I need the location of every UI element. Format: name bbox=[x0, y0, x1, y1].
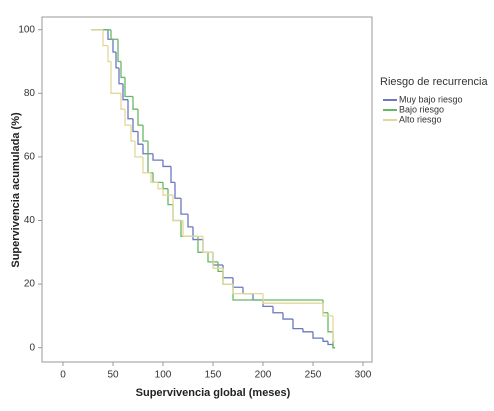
survival-step bbox=[187, 214, 193, 228]
survival-step bbox=[102, 29, 108, 47]
survival-step bbox=[167, 188, 173, 206]
x-tick-label: 50 bbox=[107, 370, 119, 381]
x-axis-label: Supervivencia global (meses) bbox=[136, 387, 291, 399]
survival-step bbox=[142, 144, 153, 155]
survival-step bbox=[142, 125, 148, 142]
survival-step bbox=[152, 153, 163, 161]
survival-step bbox=[115, 51, 119, 69]
survival-step bbox=[322, 338, 328, 342]
survival-step bbox=[262, 293, 323, 304]
survival-step bbox=[118, 67, 123, 85]
survival-step bbox=[170, 166, 175, 183]
survival-step bbox=[137, 109, 143, 126]
survival-step bbox=[207, 252, 218, 263]
y-tick-label: 0 bbox=[29, 342, 35, 353]
survival-step bbox=[157, 182, 163, 190]
survival-step bbox=[120, 93, 125, 110]
survival-step bbox=[150, 172, 158, 183]
y-tick-label: 60 bbox=[24, 152, 36, 163]
survival-step bbox=[112, 39, 116, 53]
survival-step bbox=[182, 220, 203, 238]
survival-step bbox=[217, 261, 223, 273]
survival-step bbox=[132, 118, 138, 133]
survival-step bbox=[332, 315, 335, 342]
survival-step bbox=[302, 328, 313, 333]
y-axis-label: Supervivencia acumulada (%) bbox=[10, 112, 22, 268]
survival-step bbox=[134, 141, 143, 158]
survival-step bbox=[282, 312, 293, 320]
survival-step bbox=[174, 182, 181, 199]
survival-step bbox=[192, 226, 203, 241]
survival-step bbox=[327, 341, 333, 346]
survival-step bbox=[130, 125, 135, 142]
legend-label: Alto riesgo bbox=[399, 114, 442, 124]
x-tick-label: 300 bbox=[355, 370, 372, 381]
survival-step bbox=[222, 268, 233, 285]
survival-step bbox=[312, 331, 323, 339]
survival-step bbox=[232, 284, 263, 295]
legend-title: Riesgo de recurrencia bbox=[380, 76, 488, 88]
x-tick-label: 100 bbox=[155, 370, 172, 381]
x-tick-label: 150 bbox=[205, 370, 222, 381]
survival-step bbox=[110, 29, 118, 40]
survival-step bbox=[202, 236, 213, 253]
x-tick-label: 200 bbox=[255, 370, 272, 381]
survival-step bbox=[124, 77, 133, 98]
survival-step bbox=[212, 252, 223, 269]
y-tick-label: 20 bbox=[24, 279, 36, 290]
plot-frame bbox=[41, 16, 373, 363]
y-tick-label: 80 bbox=[24, 88, 36, 99]
survival-step bbox=[107, 45, 111, 63]
survival-step bbox=[127, 99, 133, 120]
survival-step bbox=[137, 131, 143, 145]
survival-step bbox=[292, 319, 303, 330]
survival-step bbox=[272, 306, 283, 314]
survival-step bbox=[162, 160, 171, 168]
survival-step bbox=[120, 61, 125, 79]
x-tick-label: 250 bbox=[305, 370, 322, 381]
survival-step bbox=[172, 195, 183, 222]
y-tick-label: 100 bbox=[18, 24, 35, 35]
survival-step bbox=[327, 312, 333, 333]
legend-label: Muy bajo riesgo bbox=[399, 94, 463, 104]
survival-step bbox=[117, 39, 121, 63]
x-tick-label: 0 bbox=[60, 370, 66, 381]
survival-step bbox=[322, 303, 333, 317]
survival-step bbox=[124, 109, 131, 126]
survival-step bbox=[132, 96, 138, 110]
legend-label: Bajo riesgo bbox=[399, 104, 444, 114]
survival-step bbox=[110, 61, 121, 94]
survival-step bbox=[162, 188, 173, 196]
y-tick-label: 40 bbox=[24, 215, 36, 226]
survival-step bbox=[142, 156, 151, 174]
survival-step bbox=[122, 83, 128, 101]
survival-step bbox=[180, 198, 188, 215]
